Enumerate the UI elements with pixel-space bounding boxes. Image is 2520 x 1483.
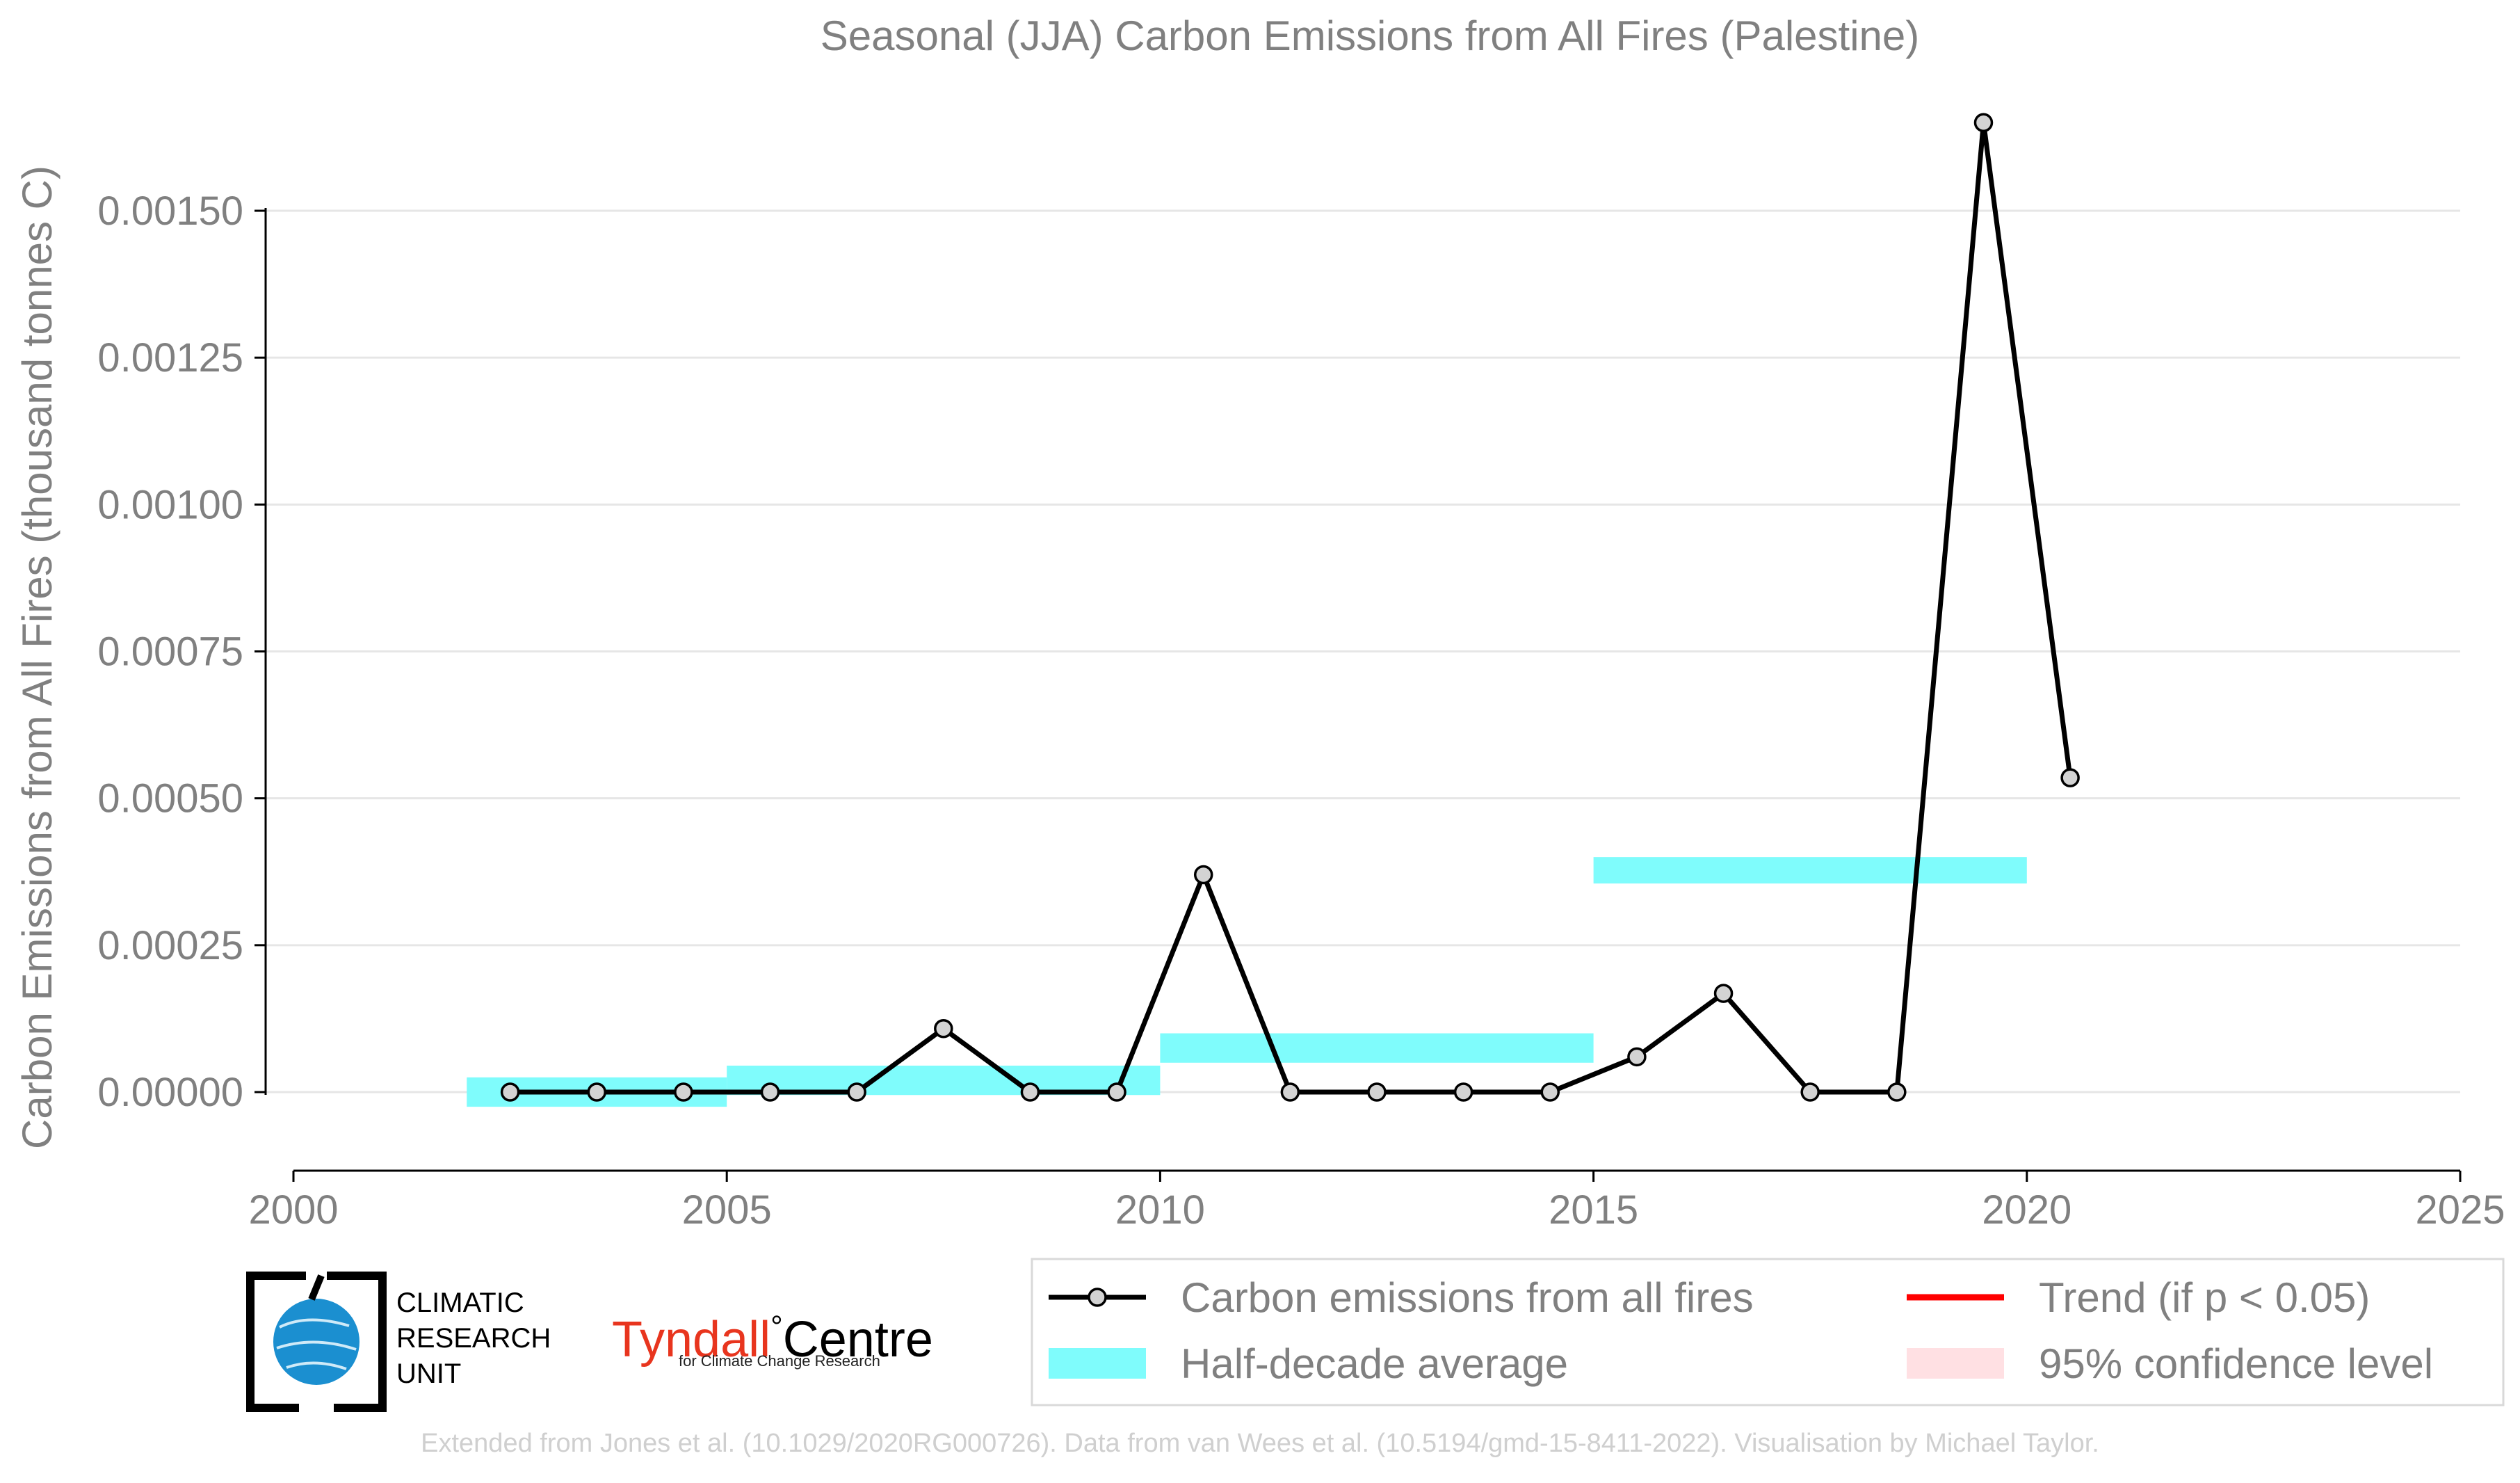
data-point — [1367, 1082, 1387, 1102]
tyndall-logo-degree: ° — [770, 1310, 783, 1344]
tyndall-logo-subtitle: for Climate Change Research — [679, 1352, 880, 1370]
data-point — [1887, 1082, 1907, 1102]
data-point — [500, 1082, 520, 1102]
series-layer — [500, 113, 2080, 1102]
data-point — [1193, 865, 1213, 885]
data-point — [587, 1082, 606, 1102]
legend-label: Trend (if p < 0.05) — [2039, 1274, 2370, 1321]
legend-swatch-patch — [1049, 1348, 1146, 1379]
series-line — [510, 120, 2073, 1095]
legend: Carbon emissions from all fires Trend (if… — [1031, 1258, 2505, 1406]
data-point — [934, 1019, 953, 1039]
data-point — [1627, 1047, 1647, 1067]
legend-box — [1031, 1258, 2505, 1406]
y-tick-label: 0.00125 — [97, 335, 243, 380]
legend-swatch-marker — [1088, 1288, 1107, 1307]
data-point — [760, 1082, 780, 1102]
x-tick-label: 2025 — [2415, 1187, 2505, 1233]
legend-label: 95% confidence level — [2039, 1340, 2433, 1387]
x-tick-label: 2010 — [1115, 1187, 1205, 1233]
tyndall-logo-word2: Centre — [782, 1312, 933, 1368]
data-point — [1800, 1082, 1820, 1102]
data-point — [1973, 113, 1994, 133]
data-point — [1107, 1082, 1126, 1102]
data-point — [2060, 768, 2080, 787]
tyndall-logo: Tyndall°Centre — [612, 1299, 933, 1368]
data-point — [1280, 1082, 1300, 1102]
cru-emblem-icon — [246, 1272, 387, 1412]
data-point — [674, 1082, 693, 1102]
y-tick-label: 0.00100 — [97, 482, 243, 527]
y-tick-label: 0.00000 — [97, 1070, 243, 1115]
legend-swatch-patch — [1907, 1348, 2004, 1379]
data-point — [1453, 1082, 1473, 1102]
tyndall-logo-word1: Tyndall — [612, 1312, 771, 1368]
half-decade-bar — [1160, 1033, 1594, 1063]
data-point — [1713, 984, 1734, 1003]
y-axis-label: Carbon Emissions from All Fires (thousan… — [14, 166, 60, 1149]
cru-logo-text: CLIMATIC RESEARCH UNIT — [396, 1285, 551, 1392]
y-tick-label: 0.00075 — [97, 630, 243, 675]
y-tick-label: 0.00150 — [97, 189, 243, 234]
cru-line-1: CLIMATIC — [396, 1288, 524, 1318]
legend-label: Carbon emissions from all fires — [1181, 1274, 1754, 1321]
legend-label: Half-decade average — [1181, 1340, 1568, 1387]
half-decade-bar — [1593, 857, 2027, 884]
cru-line-3: UNIT — [396, 1358, 462, 1389]
cru-line-2: RESEARCH — [396, 1323, 551, 1354]
credit-text: Extended from Jones et al. (10.1029/2020… — [421, 1429, 2099, 1458]
x-tick-label: 2020 — [1982, 1187, 2071, 1233]
data-point — [1540, 1082, 1560, 1102]
x-tick-label: 2000 — [248, 1187, 338, 1233]
axes: 0.00000 0.00025 0.00050 0.00075 0.00100 0.001… — [97, 189, 2505, 1233]
y-tick-label: 0.00050 — [97, 776, 243, 821]
x-tick-label: 2015 — [1549, 1187, 1638, 1233]
data-point — [1020, 1082, 1040, 1102]
y-tick-label: 0.00025 — [97, 923, 243, 968]
grid-lines — [266, 209, 2460, 1093]
data-point — [847, 1082, 866, 1102]
chart-title: Seasonal (JJA) Carbon Emissions from All… — [821, 13, 1920, 59]
x-tick-label: 2005 — [682, 1187, 772, 1233]
